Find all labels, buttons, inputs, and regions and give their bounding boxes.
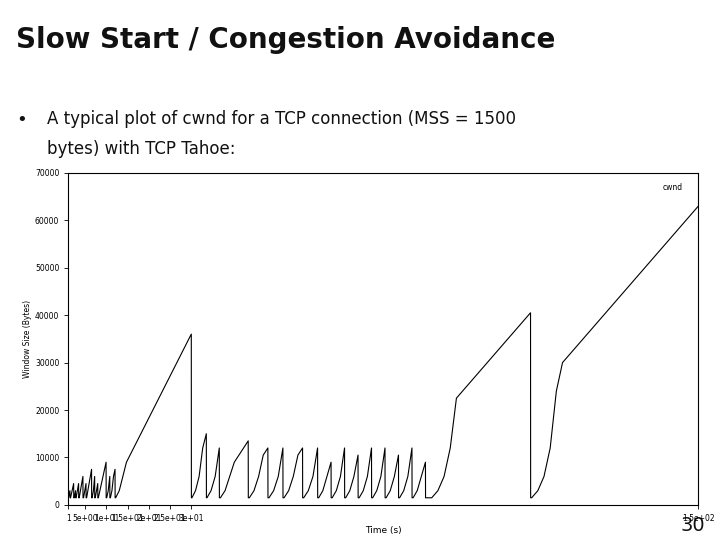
Text: 30: 30 bbox=[680, 516, 705, 535]
Text: A typical plot of cwnd for a TCP connection (MSS = 1500: A typical plot of cwnd for a TCP connect… bbox=[47, 110, 516, 128]
Y-axis label: Window Size (Bytes): Window Size (Bytes) bbox=[23, 300, 32, 378]
Text: bytes) with TCP Tahoe:: bytes) with TCP Tahoe: bbox=[47, 140, 235, 158]
Text: Slow Start / Congestion Avoidance: Slow Start / Congestion Avoidance bbox=[16, 26, 555, 53]
X-axis label: Time (s): Time (s) bbox=[365, 526, 402, 535]
Text: cwnd: cwnd bbox=[662, 183, 683, 192]
Text: •: • bbox=[16, 111, 27, 129]
